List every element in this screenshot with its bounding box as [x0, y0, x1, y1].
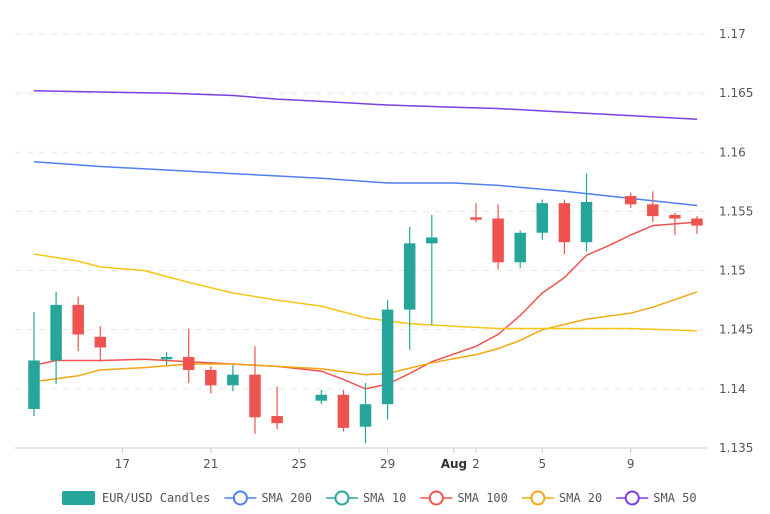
candle-body — [403, 243, 416, 310]
candle-body — [580, 201, 593, 243]
candle[interactable] — [337, 390, 350, 432]
series-line-sma-200 — [33, 160, 698, 207]
candle[interactable] — [647, 191, 659, 223]
candle[interactable] — [669, 212, 681, 236]
candle[interactable] — [28, 311, 40, 417]
legend-label: SMA 50 — [653, 491, 696, 505]
candle[interactable] — [691, 216, 703, 234]
legend[interactable]: EUR/USD Candles SMA 200 SMA 10 SMA 100 SMA 2… — [62, 490, 697, 506]
candles — [28, 173, 703, 444]
grid-lines — [15, 33, 708, 390]
candle-body — [558, 203, 571, 243]
x-tick-label: 9 — [627, 457, 635, 471]
y-tick-label: 1.14 — [719, 382, 746, 396]
legend-item[interactable]: SMA 50 — [616, 490, 697, 506]
candle[interactable] — [403, 226, 416, 350]
legend-swatch — [62, 491, 95, 505]
candle[interactable] — [426, 214, 438, 325]
candle-body — [470, 217, 482, 220]
candle[interactable] — [558, 199, 571, 255]
y-tick-label: 1.155 — [719, 204, 753, 218]
legend-swatch-marker — [530, 490, 546, 506]
candle-body — [624, 196, 637, 205]
candle-body — [337, 394, 350, 428]
x-tick-label: 2 — [472, 457, 480, 471]
legend-label: SMA 100 — [457, 491, 508, 505]
candle-body — [315, 394, 328, 401]
x-tick-label: 17 — [115, 457, 130, 471]
legend-swatch-marker — [232, 490, 248, 506]
legend-label: SMA 10 — [363, 491, 406, 505]
candle[interactable] — [205, 366, 217, 394]
candle-body — [381, 309, 394, 405]
legend-swatch-marker — [428, 490, 444, 506]
candle[interactable] — [470, 203, 482, 223]
candle-body — [227, 374, 239, 386]
candle[interactable] — [249, 346, 261, 434]
candle-body — [72, 304, 84, 335]
candle-body — [50, 304, 62, 361]
candle[interactable] — [160, 352, 173, 366]
legend-label: EUR/USD Candles — [102, 491, 210, 505]
candle-body — [160, 356, 173, 360]
candle[interactable] — [94, 326, 107, 362]
legend-swatch-marker — [624, 490, 640, 506]
x-tick-label: 21 — [203, 457, 218, 471]
legend-item[interactable]: SMA 100 — [420, 490, 508, 506]
series-line-sma-100 — [33, 221, 698, 390]
candle[interactable] — [227, 365, 239, 392]
candle-body — [647, 204, 659, 217]
legend-item[interactable]: EUR/USD Candles — [62, 491, 210, 505]
series-line-sma-20 — [33, 291, 698, 383]
y-tick-label: 1.135 — [719, 441, 753, 455]
legend-item[interactable]: SMA 20 — [521, 490, 602, 506]
candle[interactable] — [624, 192, 637, 208]
x-tick-label: 29 — [380, 457, 395, 471]
y-tick-label: 1.165 — [719, 86, 753, 100]
candle-body — [514, 232, 526, 263]
candle-body — [536, 203, 549, 233]
candle-body — [249, 374, 261, 418]
y-tick-label: 1.15 — [719, 264, 746, 278]
x-tick-label: 25 — [292, 457, 307, 471]
candle[interactable] — [381, 300, 394, 420]
legend-swatch-marker — [334, 490, 350, 506]
candle[interactable] — [182, 328, 195, 383]
candle[interactable] — [359, 382, 372, 444]
series-line-sma-50 — [33, 90, 698, 120]
series-line-unlabeled — [33, 253, 698, 332]
candle[interactable] — [50, 291, 62, 385]
legend-item[interactable]: SMA 200 — [224, 490, 312, 506]
legend-label: SMA 20 — [559, 491, 602, 505]
candle-body — [359, 404, 372, 427]
candle-body — [205, 369, 217, 386]
candle-body — [28, 360, 40, 409]
y-tick-label: 1.17 — [719, 27, 746, 41]
candle[interactable] — [315, 390, 328, 405]
x-tick-label: Aug — [441, 457, 467, 471]
candle-body — [691, 218, 703, 226]
candle-body — [271, 416, 283, 424]
candle[interactable] — [72, 296, 84, 352]
x-tick-label: 5 — [538, 457, 546, 471]
x-axis: 17 21 25 29 Aug 2 5 9 — [115, 448, 635, 471]
candle-body — [182, 356, 195, 370]
candle-body — [94, 336, 107, 348]
y-axis: 1.135 1.14 1.145 1.15 1.155 1.16 1.165 1.17 — [719, 27, 753, 455]
candle[interactable] — [271, 386, 283, 430]
candle[interactable] — [492, 204, 504, 270]
candle[interactable] — [514, 230, 526, 269]
series-lines — [33, 90, 698, 390]
y-tick-label: 1.16 — [719, 145, 746, 159]
candle-body — [669, 214, 681, 219]
candle[interactable] — [580, 173, 593, 252]
candle[interactable] — [536, 199, 549, 240]
candle-body — [492, 218, 504, 263]
legend-item[interactable]: SMA 10 — [325, 490, 406, 506]
legend-label: SMA 200 — [261, 491, 312, 505]
candle-body — [426, 237, 438, 244]
y-tick-label: 1.145 — [719, 323, 753, 337]
